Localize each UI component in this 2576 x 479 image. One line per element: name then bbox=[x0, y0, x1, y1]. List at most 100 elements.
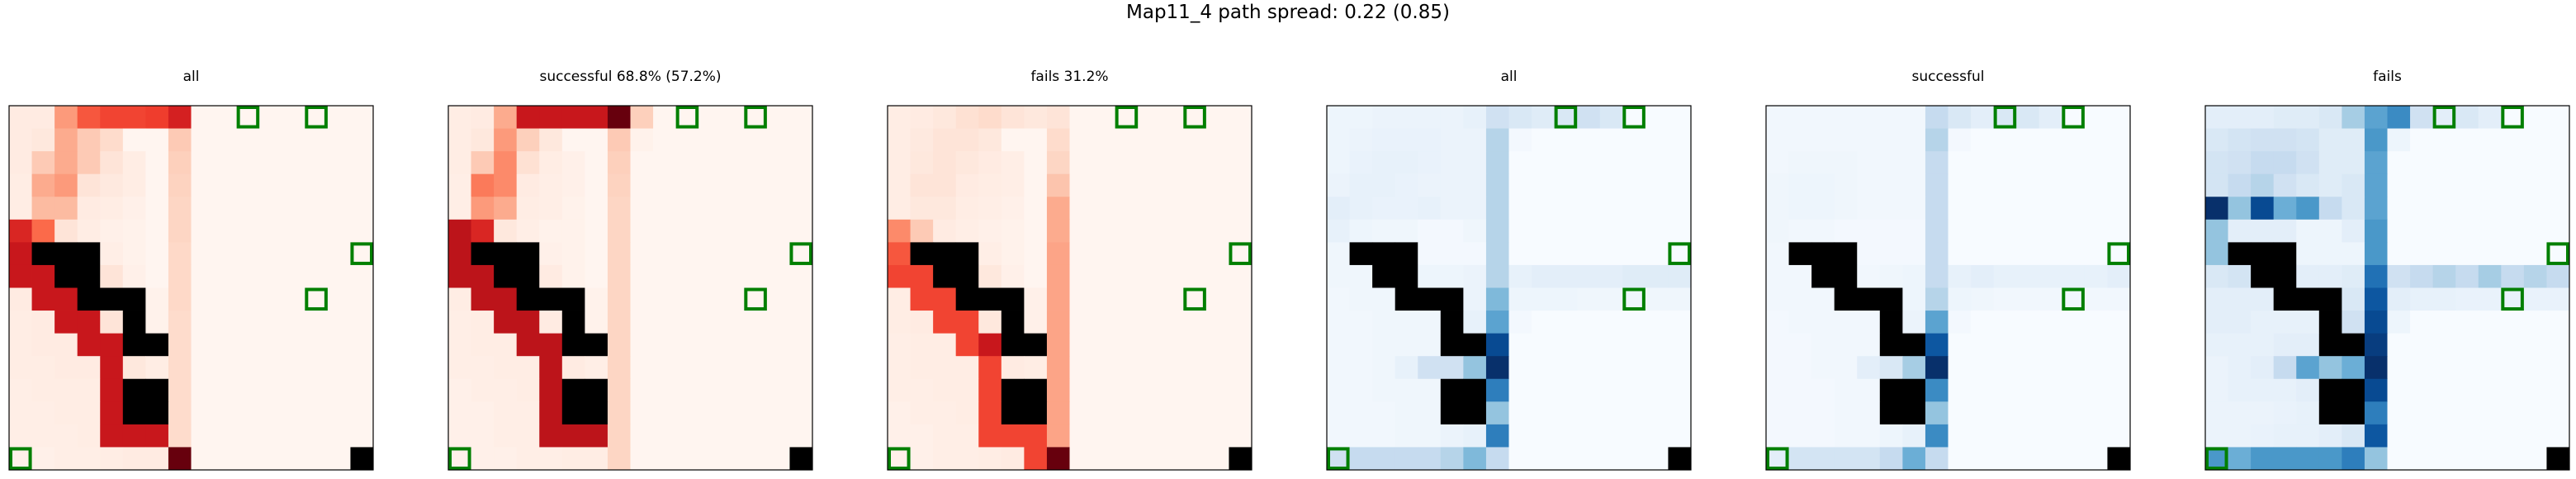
heat-cell bbox=[9, 219, 32, 243]
heat-cell bbox=[888, 173, 911, 197]
heat-cell bbox=[1766, 447, 1789, 471]
heat-cell bbox=[2387, 151, 2411, 175]
heat-cell bbox=[2228, 378, 2252, 402]
goal-marker bbox=[1183, 287, 1206, 311]
heat-cell bbox=[1001, 151, 1025, 175]
heat-cell bbox=[653, 378, 677, 402]
heat-cell bbox=[2205, 447, 2228, 471]
heat-cell bbox=[1668, 311, 1692, 334]
heat-cell bbox=[168, 311, 192, 334]
heat-cell bbox=[744, 356, 768, 380]
heat-cell bbox=[31, 447, 55, 471]
heat-cell bbox=[721, 173, 745, 197]
heat-cell bbox=[516, 447, 540, 471]
heat-cell bbox=[516, 219, 540, 243]
heat-cell bbox=[1138, 128, 1162, 152]
heat-cell bbox=[2228, 128, 2252, 152]
heat-cell bbox=[1577, 424, 1601, 448]
wall-cell bbox=[1857, 287, 1881, 311]
heat-cell bbox=[2084, 356, 2108, 380]
heat-cell bbox=[675, 173, 699, 197]
heat-cell bbox=[1993, 219, 2017, 243]
heat-cell bbox=[2455, 128, 2479, 152]
heat-cell bbox=[2205, 287, 2228, 311]
heat-cell bbox=[1440, 424, 1464, 448]
heat-cell bbox=[1395, 424, 1418, 448]
heat-cell bbox=[1554, 242, 1578, 266]
heat-cell bbox=[1811, 128, 1835, 152]
panel-frame bbox=[887, 105, 1252, 471]
heat-cell bbox=[1092, 447, 1116, 471]
heat-cell bbox=[305, 333, 329, 357]
heat-cell bbox=[494, 219, 518, 243]
heat-cell bbox=[766, 197, 790, 221]
heat-cell bbox=[2205, 197, 2228, 221]
heat-cell bbox=[259, 128, 283, 152]
heat-cell bbox=[1160, 333, 1184, 357]
heat-cell bbox=[721, 356, 745, 380]
heat-cell bbox=[1902, 128, 1926, 152]
heat-cell bbox=[955, 401, 979, 425]
wall-cell bbox=[585, 401, 608, 425]
heat-cell bbox=[2410, 356, 2434, 380]
heat-cell bbox=[327, 151, 351, 175]
panel-title: fails 31.2% bbox=[1030, 69, 1108, 85]
heat-cell bbox=[1229, 197, 1252, 221]
heat-cell bbox=[1395, 106, 1418, 129]
heat-cell bbox=[2342, 356, 2365, 380]
heat-cell bbox=[77, 356, 101, 380]
heat-cell bbox=[350, 356, 374, 380]
heat-cell bbox=[259, 333, 283, 357]
heat-cell bbox=[1811, 378, 1835, 402]
wall-cell bbox=[1811, 242, 1835, 266]
heat-cell bbox=[2546, 106, 2570, 129]
heat-cell bbox=[1622, 197, 1646, 221]
wall-cell bbox=[1001, 401, 1025, 425]
heat-cell bbox=[2432, 401, 2456, 425]
heat-cell bbox=[2410, 151, 2434, 175]
goal-marker bbox=[744, 287, 767, 311]
heat-cell bbox=[978, 128, 1002, 152]
heat-cell bbox=[471, 378, 495, 402]
heat-cell bbox=[100, 378, 124, 402]
wall-cell bbox=[2107, 447, 2131, 471]
heat-cell bbox=[1229, 311, 1252, 334]
heat-cell bbox=[2205, 333, 2228, 357]
heat-cell bbox=[448, 311, 471, 334]
heat-cell bbox=[2501, 287, 2525, 311]
heat-cell bbox=[1205, 333, 1229, 357]
wall-cell bbox=[1834, 242, 1858, 266]
heat-cell bbox=[2228, 356, 2252, 380]
heat-cell bbox=[1463, 287, 1487, 311]
heat-cell bbox=[630, 151, 654, 175]
heat-cell bbox=[2523, 356, 2547, 380]
heat-cell bbox=[2523, 401, 2547, 425]
heat-cell bbox=[1554, 447, 1578, 471]
heat-cell bbox=[1766, 106, 1789, 129]
heat-cell bbox=[448, 264, 471, 288]
heat-cell bbox=[2107, 378, 2131, 402]
heat-cell bbox=[2039, 173, 2062, 197]
wall-cell bbox=[561, 287, 585, 311]
heat-cell bbox=[721, 264, 745, 288]
heat-cell bbox=[214, 424, 238, 448]
heat-cell bbox=[1508, 106, 1532, 129]
panel-title: fails bbox=[2373, 69, 2402, 85]
heat-cell bbox=[1577, 151, 1601, 175]
wall-cell bbox=[1902, 401, 1926, 425]
heat-cell bbox=[54, 197, 78, 221]
heat-cell bbox=[1971, 242, 1995, 266]
heat-cell bbox=[1046, 333, 1070, 357]
heat-cell bbox=[1599, 173, 1623, 197]
heat-cell bbox=[2364, 242, 2388, 266]
heat-cell bbox=[1160, 219, 1184, 243]
heat-cell bbox=[2016, 424, 2040, 448]
heat-cell bbox=[191, 242, 215, 266]
heat-cell bbox=[2228, 151, 2252, 175]
goal-marker bbox=[2107, 242, 2130, 265]
heat-cell bbox=[1834, 401, 1858, 425]
heat-cell bbox=[607, 447, 631, 471]
heat-cell bbox=[1948, 197, 1972, 221]
wall-cell bbox=[1440, 333, 1464, 357]
heat-cell bbox=[653, 424, 677, 448]
